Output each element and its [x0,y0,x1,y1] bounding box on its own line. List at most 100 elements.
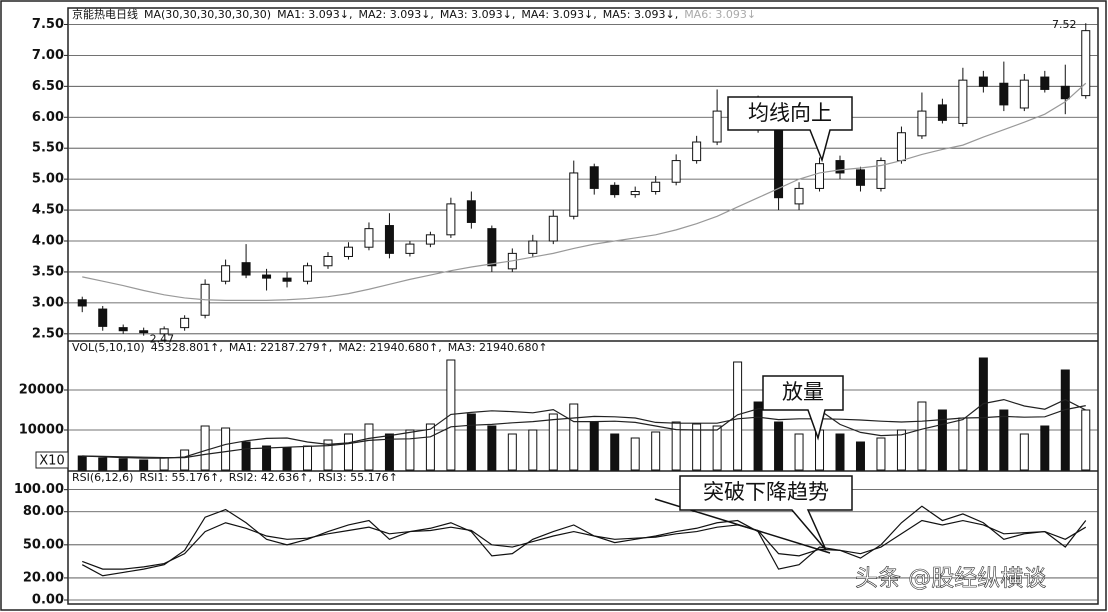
candle-body [221,265,231,282]
annotation: 均线向上 [748,101,832,125]
candle-body [180,317,190,329]
volume-bar [937,409,947,471]
candle-body [671,160,681,183]
y-tick-label: 5.00 [32,172,64,187]
y-tick-label: 5.50 [32,141,64,156]
volume-bar [1081,409,1091,471]
panel-header: 京能热电日线 MA(30,30,30,30,30,30) MA1: 3.093↓, M… [72,7,756,21]
volume-bar [180,449,190,471]
unit-label: X10 [39,454,64,469]
candle-body [303,265,313,282]
series-line [82,519,1087,570]
volume-bar [323,439,333,471]
volume-bar [569,403,579,471]
header-item: RSI(6,12,6) [72,471,133,484]
volume-bar [999,409,1009,471]
candle-body [692,141,702,162]
candle-body [446,203,456,236]
candle-body [569,172,579,217]
volume-bar [1019,433,1029,471]
series-line [82,405,1086,459]
candle-body [282,277,292,282]
candle-body [610,184,620,196]
series-line [82,82,1087,302]
y-tick-label: 100.00 [14,482,64,497]
volume-bar [671,421,681,471]
header-item: MA2: 3.093↓, [359,8,434,21]
y-tick-label: 50.00 [23,537,64,552]
high-label: 7.52 [1052,18,1077,31]
header-item: 45328.801↑, [151,341,223,354]
candle-body [364,228,374,248]
header-item: VOL(5,10,10) [72,341,145,354]
candle-body [815,163,825,189]
y-tick-label: 10000 [19,423,64,438]
callout-box [679,475,853,551]
volume-bar [917,401,927,471]
candle-body [978,76,988,87]
header-item: RSI1: 55.176↑, [139,471,222,484]
candle-body [1081,30,1091,97]
candle-body [1019,79,1029,109]
volume-bar [507,433,517,471]
candle-body [917,110,927,137]
header-item: MA5: 3.093↓, [603,8,678,21]
candle-body [118,327,128,332]
y-tick-label: 7.50 [32,17,64,32]
volume-bar [733,361,743,471]
y-tick-label: 3.00 [32,295,64,310]
header-item: MA1: 3.093↓, [277,8,352,21]
volume-bar [405,429,415,471]
candle-body [958,79,968,124]
volume-bar [855,441,865,471]
volume-bar [303,445,313,471]
watermark: 头条 @股经纵横谈 [855,566,1046,592]
series-line [82,398,1087,459]
volume-bar [774,421,784,471]
header-item: MA3: 21940.680↑ [448,341,548,354]
candle-body [405,243,415,254]
volume-bar [487,425,497,471]
candle-body [876,160,886,189]
header-item: MA3: 3.093↓, [440,8,515,21]
y-tick-label: 3.50 [32,264,64,279]
header-item: RSI2: 42.636↑, [229,471,312,484]
volume-bar [958,417,968,471]
candle-body [896,132,906,162]
candle-body [241,262,251,276]
candle-body [937,104,947,121]
header-item: MA2: 21940.680↑, [338,341,441,354]
header-item: MA1: 22187.279↑, [229,341,332,354]
volume-bar [589,421,599,471]
volume-bar [630,437,640,471]
candle-body [999,82,1009,106]
volume-bar [343,433,353,471]
y-tick-label: 0.00 [32,593,64,608]
candle-body [548,215,558,242]
volume-bar [896,429,906,471]
header-item: MA4: 3.093↓, [521,8,596,21]
header-item: 京能热电日线 [72,7,138,21]
unit-box [35,451,69,469]
volume-bar [200,425,210,471]
volume-bar [1040,425,1050,471]
candle-body [835,160,845,174]
volume-bar [548,413,558,471]
candle-body [384,225,394,254]
volume-bar [425,423,435,471]
plot-frame [67,7,1099,605]
volume-bar [876,437,886,471]
y-tick-label: 2.50 [32,326,64,341]
header-item: MA6: 3.093↓ [684,8,756,21]
candle-body [262,274,272,279]
callout-box [762,375,844,441]
candle-body [159,328,169,335]
volume-bar [364,423,374,471]
volume-bar [118,458,128,471]
candle-body [98,308,108,327]
volume-bar [753,401,763,471]
candle-body [794,187,804,205]
candle-body [630,191,640,196]
volume-bar [282,447,292,471]
